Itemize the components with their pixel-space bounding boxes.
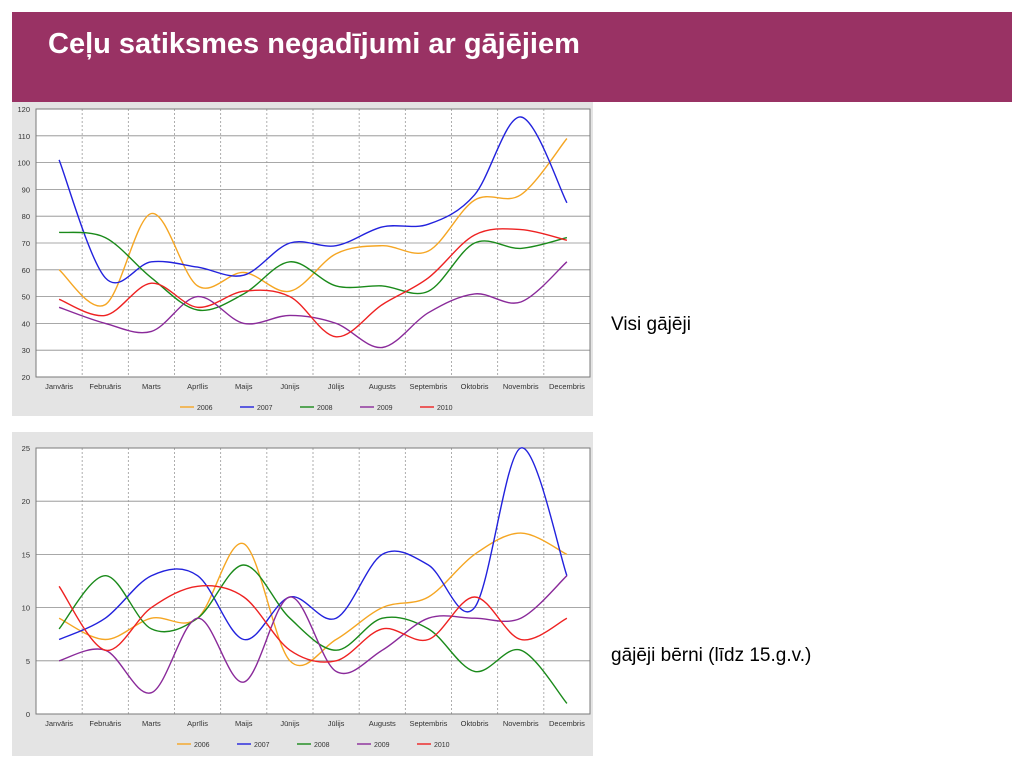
series-line-2010 — [58, 585, 568, 663]
y-tick-label: 10 — [22, 604, 30, 613]
x-tick-label: Jūnijs — [280, 382, 299, 391]
y-tick-label: 20 — [22, 373, 30, 382]
x-tick-label: Janvāris — [45, 719, 73, 728]
legend-label-2009: 2009 — [377, 405, 393, 412]
x-tick-label: Marts — [142, 719, 161, 728]
y-tick-label: 90 — [22, 185, 30, 194]
chart-child-pedestrians: 0 5 10 15 20 25 Janvāris Februāris Marts Aprīlis M… — [12, 432, 593, 756]
x-tick-label: Augusts — [369, 719, 396, 728]
series-line-2007 — [58, 116, 568, 284]
plot-border — [35, 447, 591, 715]
y-tick-label: 15 — [22, 550, 30, 559]
y-tick-label: 80 — [22, 212, 30, 221]
x-tick-label: Oktobris — [461, 719, 489, 728]
series-line-2006 — [58, 138, 568, 307]
x-tick-label: Februāris — [89, 382, 121, 391]
chart-child-pedestrians-svg: 0 5 10 15 20 25 Janvāris Februāris Marts Aprīlis M… — [22, 444, 591, 749]
y-tick-label: 50 — [22, 293, 30, 302]
legend-label-2008: 2008 — [314, 742, 330, 749]
legend-label-2010: 2010 — [437, 405, 453, 412]
x-tick-label: Augusts — [369, 382, 396, 391]
legend-label-2008: 2008 — [317, 405, 333, 412]
x-tick-label: Oktobris — [461, 382, 489, 391]
x-tick-label: Aprīlis — [187, 719, 208, 728]
y-tick-label: 70 — [22, 239, 30, 248]
title-banner: Ceļu satiksmes negadījumi ar gājējiem — [12, 12, 1012, 102]
series-line-2008 — [58, 564, 568, 704]
legend-label-2009: 2009 — [374, 742, 390, 749]
legend-label-2006: 2006 — [197, 405, 213, 412]
x-tick-label: Februāris — [89, 719, 121, 728]
plot-border — [35, 108, 591, 378]
y-tick-label: 120 — [17, 105, 30, 114]
chart-all-pedestrians-svg: 20 30 40 50 60 70 80 90 100 110 120 Janvāris Februār… — [17, 105, 591, 412]
series-line-2008 — [59, 231, 568, 312]
legend-label-2007: 2007 — [254, 742, 270, 749]
x-tick-label: Maijs — [235, 719, 253, 728]
x-tick-label: Novembris — [503, 719, 539, 728]
slide-title: Ceļu satiksmes negadījumi ar gājējiem — [48, 28, 580, 60]
x-tick-label: Marts — [142, 382, 161, 391]
y-tick-label: 0 — [26, 710, 30, 719]
x-tick-label: Janvāris — [45, 382, 73, 391]
x-tick-label: Novembris — [503, 382, 539, 391]
y-tick-label: 40 — [22, 319, 30, 328]
series-line-2006 — [58, 532, 568, 667]
x-tick-label: Septembris — [409, 382, 447, 391]
legend-label-2010: 2010 — [434, 742, 450, 749]
x-tick-label: Jūlijs — [328, 719, 345, 728]
x-tick-label: Jūnijs — [280, 719, 299, 728]
x-tick-label: Decembris — [549, 382, 585, 391]
x-tick-label: Jūlijs — [328, 382, 345, 391]
series-line-2009 — [58, 261, 568, 349]
series-line-2009 — [58, 575, 568, 694]
y-tick-label: 20 — [22, 497, 30, 506]
x-tick-label: Septembris — [409, 719, 447, 728]
y-tick-label: 100 — [17, 159, 30, 168]
series-line-2007 — [58, 447, 568, 641]
x-tick-label: Aprīlis — [187, 382, 208, 391]
legend-label-2006: 2006 — [194, 742, 210, 749]
y-tick-label: 110 — [18, 132, 30, 141]
chart-all-pedestrians: 20 30 40 50 60 70 80 90 100 110 120 Janvāris Februār… — [12, 102, 593, 416]
y-tick-label: 30 — [22, 346, 30, 355]
y-tick-label: 25 — [22, 444, 30, 453]
legend-label-2007: 2007 — [257, 405, 273, 412]
y-tick-label: 5 — [26, 657, 30, 666]
series-line-2010 — [58, 228, 568, 338]
chart-child-pedestrians-label: gājēji bērni (līdz 15.g.v.) — [611, 645, 812, 666]
y-tick-label: 60 — [22, 266, 30, 275]
x-tick-label: Maijs — [235, 382, 253, 391]
chart-all-pedestrians-label: Visi gājēji — [611, 314, 691, 335]
x-tick-label: Decembris — [549, 719, 585, 728]
